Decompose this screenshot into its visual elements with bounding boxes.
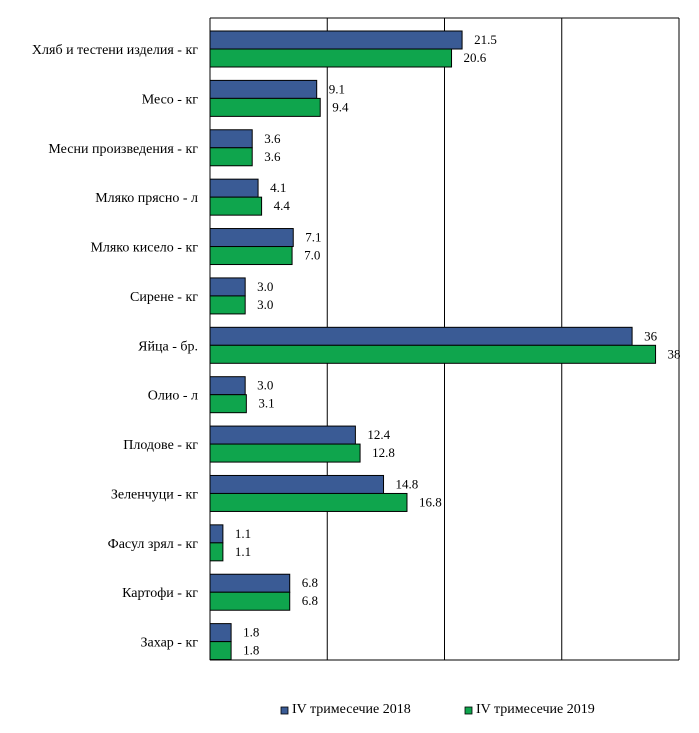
data-label: 3.6 — [264, 149, 281, 164]
bar-2018 — [209, 573, 291, 593]
bar-2019 — [209, 295, 246, 315]
bar-2019 — [209, 591, 291, 611]
bar-2019 — [209, 542, 224, 562]
data-label: 3.0 — [257, 297, 273, 312]
bar-2018 — [209, 425, 356, 445]
data-label: 36 — [644, 328, 658, 343]
bars — [209, 30, 657, 661]
legend-label-2019: IV тримесечие 2019 — [476, 702, 595, 717]
category-label: Хляб и тестени изделия - кг — [32, 43, 198, 58]
bar-2018 — [209, 277, 246, 297]
data-label: 21.5 — [474, 32, 497, 47]
bar-2018 — [209, 376, 246, 396]
data-label: 9.1 — [329, 81, 345, 96]
data-label: 6.8 — [302, 593, 318, 608]
category-label: Захар - кг — [141, 636, 199, 651]
data-label: 3.0 — [257, 279, 273, 294]
bar-2018 — [209, 623, 232, 643]
data-label: 1.8 — [243, 625, 259, 640]
category-label: Зеленчуци - кг — [111, 487, 198, 502]
legend-swatch-2018 — [280, 706, 289, 715]
bar-2019 — [209, 48, 453, 68]
category-label: Месни произведения - кг — [48, 142, 198, 157]
bar-2018 — [209, 326, 633, 346]
category-label: Месо - кг — [142, 92, 199, 107]
bar-2019 — [209, 492, 408, 512]
category-label: Олио - л — [148, 389, 198, 404]
data-label: 4.4 — [274, 198, 291, 213]
data-label: 1.1 — [235, 526, 251, 541]
bar-2018 — [209, 178, 259, 198]
data-label: 12.4 — [367, 427, 390, 442]
data-label: 3.0 — [257, 378, 273, 393]
legend: IV тримесечие 2018 IV тримесечие 2019 — [280, 702, 595, 717]
data-label: 14.8 — [396, 476, 419, 491]
category-label: Мляко прясно - л — [95, 191, 198, 206]
data-label: 7.1 — [305, 230, 321, 245]
bar-2019 — [209, 147, 253, 167]
data-label: 38 — [668, 346, 681, 361]
category-label: Мляко кисело - кг — [90, 241, 198, 256]
bar-2019 — [209, 196, 263, 216]
legend-swatch-2019 — [464, 706, 473, 715]
data-label: 1.8 — [243, 643, 259, 658]
bar-2019 — [209, 394, 247, 414]
bar-2019 — [209, 641, 232, 661]
bar-2019 — [209, 344, 657, 364]
data-label: 4.1 — [270, 180, 286, 195]
bar-2018 — [209, 524, 224, 544]
data-label: 16.8 — [419, 494, 442, 509]
data-label: 1.1 — [235, 544, 251, 559]
category-label: Фасул зрял - кг — [108, 537, 199, 552]
data-label: 6.8 — [302, 575, 318, 590]
bar-2018 — [209, 79, 318, 99]
data-label: 7.0 — [304, 248, 320, 263]
category-label: Плодове - кг — [123, 438, 198, 453]
bar-2018 — [209, 474, 385, 494]
bar-2019 — [209, 443, 361, 463]
data-label: 12.8 — [372, 445, 395, 460]
data-label: 20.6 — [464, 50, 487, 65]
labels: Хляб и тестени изделия - кг 21.5 20.6 Месо … — [32, 32, 681, 658]
category-label: Картофи - кг — [122, 586, 198, 601]
category-label: Сирене - кг — [130, 290, 198, 305]
category-label: Яйца - бр. — [138, 339, 198, 354]
bar-2019 — [209, 97, 321, 117]
data-label: 3.1 — [258, 396, 274, 411]
bar-2018 — [209, 228, 294, 248]
bar-2019 — [209, 246, 293, 266]
data-label: 9.4 — [332, 99, 349, 114]
data-label: 3.6 — [264, 131, 281, 146]
bar-2018 — [209, 129, 253, 149]
legend-label-2018: IV тримесечие 2018 — [292, 702, 411, 717]
bar-2018 — [209, 30, 463, 50]
